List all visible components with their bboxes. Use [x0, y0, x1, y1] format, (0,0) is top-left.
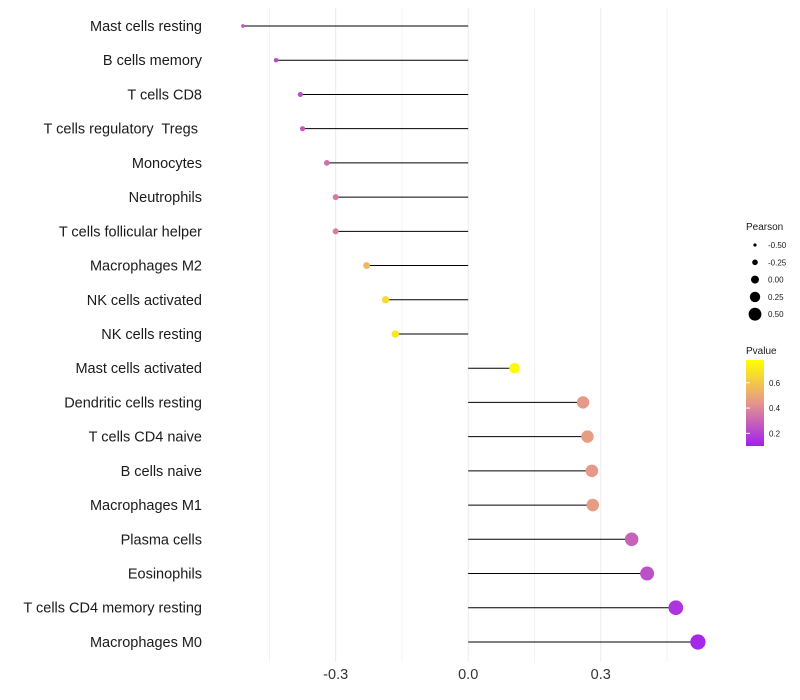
- category-label: Macrophages M2: [90, 259, 202, 275]
- lollipop-dot: [381, 296, 390, 304]
- stem-layer: [242, 25, 698, 643]
- pvalue-colorbar: [746, 360, 764, 446]
- category-label: NK cells resting: [101, 327, 202, 343]
- category-label: Mast cells activated: [75, 361, 202, 377]
- category-label: NK cells activated: [87, 293, 202, 309]
- x-axis-ticks: -0.3 0.0 0.3: [323, 667, 611, 683]
- size-legend-dot: [753, 243, 757, 247]
- category-label: T cells CD4 naive: [89, 430, 202, 446]
- size-legend-label: 0.50: [768, 310, 784, 319]
- lollipop-dot: [332, 228, 339, 235]
- lollipop-dot: [668, 600, 684, 616]
- pvalue-color-legend: Pvalue 0.2 0.4 0.6: [746, 346, 781, 446]
- lollipop-dot: [241, 24, 245, 28]
- category-label: Mast cells resting: [90, 19, 202, 35]
- lollipop-dot: [585, 464, 599, 478]
- lollipop-dot: [581, 430, 594, 443]
- dot-layer: [241, 24, 706, 650]
- lollipop-dot: [509, 362, 520, 374]
- size-legend-dot: [751, 275, 759, 284]
- lollipop-dot: [323, 159, 330, 166]
- category-label: T cells CD4 memory resting: [23, 601, 202, 617]
- pearson-legend-title: Pearson: [746, 222, 783, 233]
- category-label: B cells naive: [121, 464, 202, 480]
- category-label: Monocytes: [132, 156, 202, 172]
- lollipop-dot: [690, 634, 706, 650]
- colorbar-tick-label: 0.4: [769, 404, 781, 413]
- category-label: Macrophages M1: [90, 498, 202, 514]
- colorbar-tick-label: 0.2: [769, 429, 781, 438]
- lollipop-dot: [391, 330, 400, 338]
- lollipop-dot: [576, 396, 590, 409]
- category-label: Neutrophils: [129, 190, 202, 206]
- grid-layer: [269, 8, 668, 662]
- pearson-size-legend: Pearson -0.50 -0.25 0.00 0.25 0.50: [746, 222, 787, 321]
- size-legend-label: 0.00: [768, 276, 784, 285]
- lollipop-dot: [297, 91, 303, 97]
- lollipop-dot: [640, 566, 655, 581]
- category-label: B cells memory: [103, 53, 203, 69]
- category-label: T cells CD8: [127, 87, 202, 103]
- x-tick-label: 0.3: [591, 667, 611, 683]
- lollipop-dot: [299, 126, 306, 132]
- size-legend-label: -0.25: [768, 258, 787, 267]
- category-label: Macrophages M0: [90, 635, 202, 651]
- category-labels: Mast cells resting B cells memory T cells …: [23, 19, 202, 651]
- size-legend-dot: [749, 291, 761, 303]
- pvalue-legend-title: Pvalue: [746, 346, 777, 357]
- category-label: Dendritic cells resting: [64, 395, 202, 411]
- colorbar-tick-label: 0.6: [769, 379, 781, 388]
- size-legend-label: 0.25: [768, 293, 784, 302]
- category-label: T cells follicular helper: [59, 224, 202, 240]
- lollipop-dot: [624, 532, 639, 547]
- category-label: Plasma cells: [121, 532, 202, 548]
- x-tick-label: -0.3: [323, 667, 348, 683]
- x-tick-label: 0.0: [458, 667, 478, 683]
- lollipop-dot: [273, 57, 279, 63]
- lollipop-dot: [363, 262, 371, 269]
- category-label: Eosinophils: [128, 567, 202, 583]
- size-legend-dot: [752, 259, 758, 266]
- lollipop-dot: [332, 194, 339, 201]
- lollipop-dot: [586, 498, 600, 512]
- size-legend-label: -0.50: [768, 241, 787, 250]
- size-legend-dot: [748, 307, 762, 321]
- category-label: T cells regulatory Tregs: [44, 122, 203, 138]
